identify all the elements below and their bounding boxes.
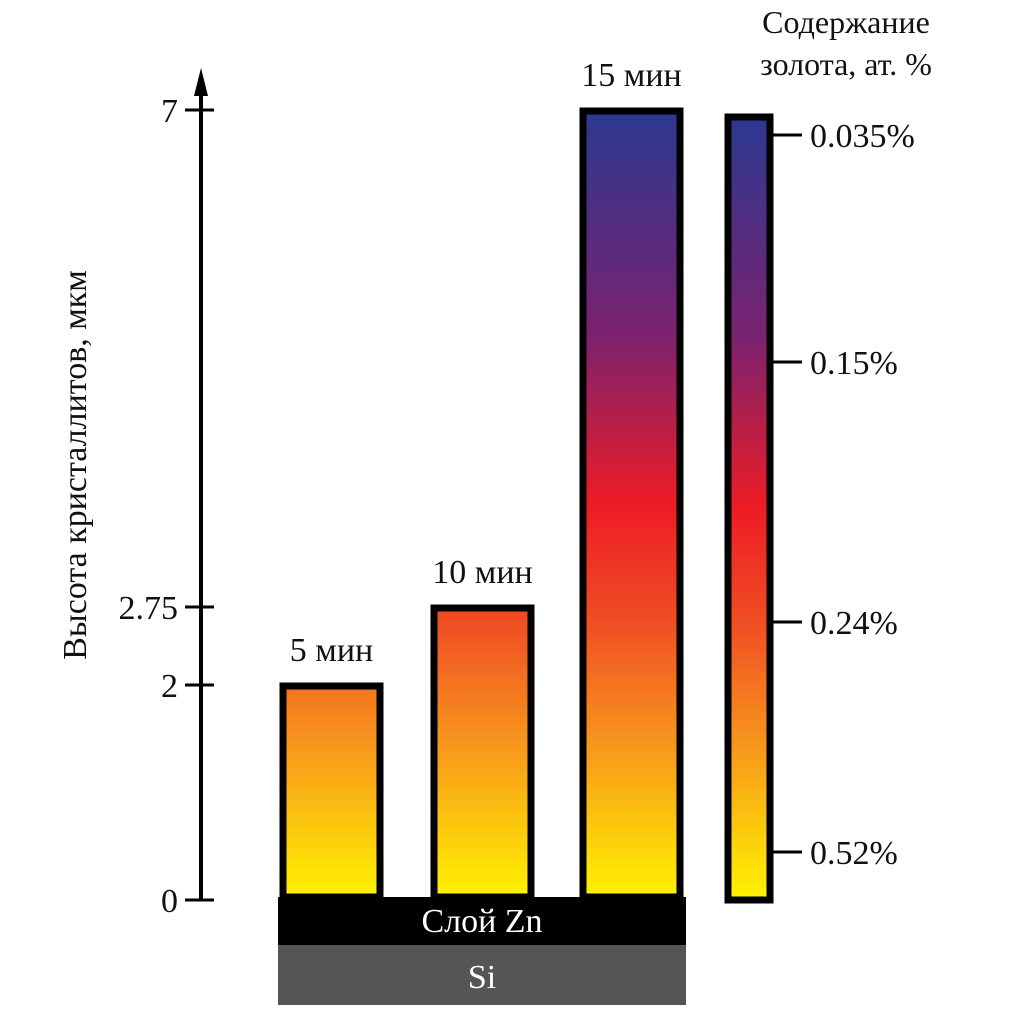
zn-layer-label: Слой Zn [421,903,542,940]
colorbar-tick-label: 0.52% [810,835,898,872]
y-tick-label: 2 [161,668,178,705]
y-axis-label: Высота кристаллитов, мкм [57,270,94,660]
bars: 5 мин 10 мин 15 мин [279,57,684,901]
si-layer-label: Si [468,959,496,996]
bar-label: 15 мин [581,57,681,94]
bar [579,107,684,901]
bar-label: 5 мин [290,632,373,669]
y-tick-label: 0 [161,883,178,920]
zn-layer [278,897,686,945]
colorbar-rect [724,113,774,904]
si-layer [278,945,686,1005]
colorbar-tick-label: 0.035% [810,118,915,155]
bar [279,682,384,901]
y-axis-arrow-icon [194,68,208,96]
bar-label: 10 мин [432,554,532,591]
colorbar-title-line1: Содержание [762,4,930,40]
colorbar-tick-label: 0.15% [810,345,898,382]
y-tick-label: 2.75 [119,590,179,627]
y-axis: 0 2 2.75 7 [119,68,214,920]
y-tick-label: 7 [161,93,178,130]
colorbar-tick-label: 0.24% [810,605,898,642]
colorbar: 0.035% 0.15% 0.24% 0.52% [724,113,915,904]
substrate-layers: Слой Zn Si [278,897,686,1005]
colorbar-title-line2: золота, ат. % [760,46,932,82]
bar [430,604,535,901]
